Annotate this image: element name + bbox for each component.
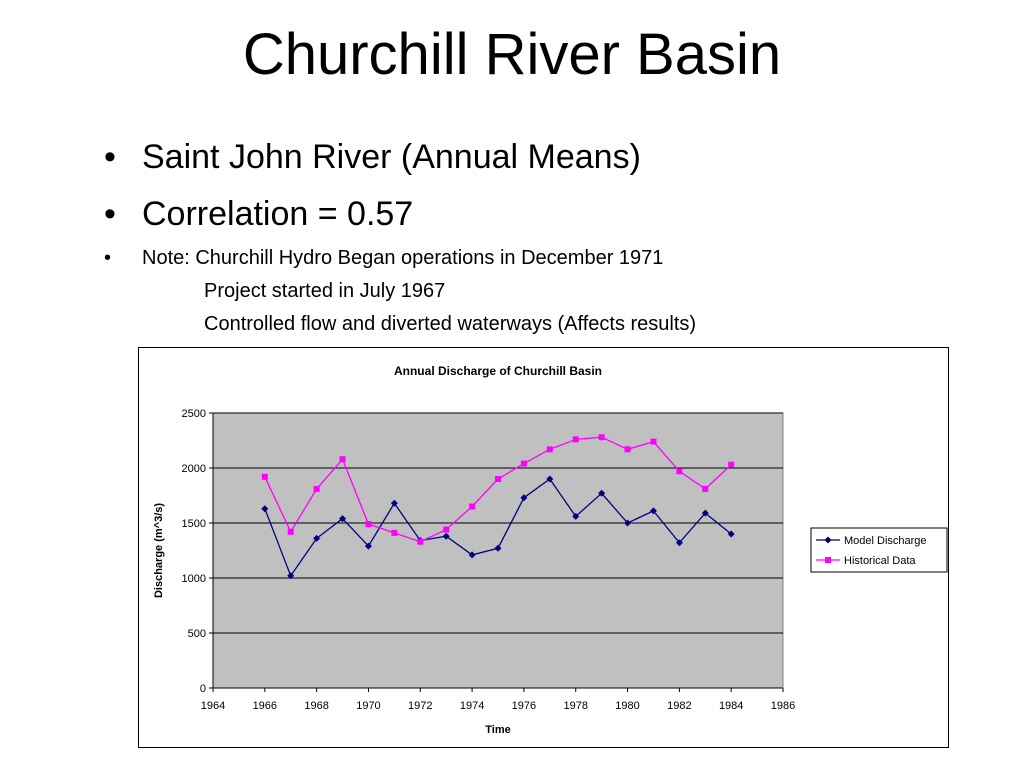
bullet-text: Saint John River (Annual Means) bbox=[142, 138, 641, 176]
y-axis-label: Discharge (m^3/s) bbox=[153, 503, 165, 598]
sub-line: Project started in July 1967 bbox=[204, 280, 446, 302]
legend-label-model-discharge: Model Discharge bbox=[844, 535, 927, 547]
data-point-model-discharge bbox=[339, 515, 347, 523]
data-point-model-discharge bbox=[442, 532, 450, 540]
data-point-model-discharge bbox=[364, 542, 372, 550]
legend-marker-historical-data bbox=[825, 557, 831, 563]
y-tick-label: 2000 bbox=[182, 463, 206, 475]
data-point-model-discharge bbox=[701, 509, 709, 517]
data-point-historical-data bbox=[443, 526, 450, 533]
x-tick-label: 1970 bbox=[356, 700, 380, 712]
x-tick-label: 1966 bbox=[253, 700, 277, 712]
y-tick-label: 1000 bbox=[182, 573, 206, 585]
x-tick-label: 1984 bbox=[719, 700, 743, 712]
data-point-historical-data bbox=[546, 446, 553, 453]
data-point-historical-data bbox=[469, 503, 476, 510]
data-point-historical-data bbox=[391, 529, 398, 536]
data-point-historical-data bbox=[598, 434, 605, 441]
x-axis-label: Time bbox=[485, 724, 510, 736]
data-point-historical-data bbox=[728, 461, 735, 468]
data-point-model-discharge bbox=[649, 507, 657, 515]
legend-box bbox=[810, 527, 948, 573]
x-tick-label: 1980 bbox=[615, 700, 639, 712]
data-point-model-discharge bbox=[727, 530, 735, 538]
data-point-model-discharge bbox=[494, 544, 502, 552]
data-point-historical-data bbox=[650, 438, 657, 445]
data-point-model-discharge bbox=[261, 505, 269, 513]
x-tick-label: 1976 bbox=[512, 700, 536, 712]
data-point-model-discharge bbox=[598, 489, 606, 497]
data-point-model-discharge bbox=[313, 534, 321, 542]
data-point-historical-data bbox=[365, 521, 372, 528]
data-point-historical-data bbox=[287, 528, 294, 535]
bullet-text: Correlation = 0.57 bbox=[142, 195, 414, 233]
x-tick-label: 1982 bbox=[667, 700, 691, 712]
y-tick-label: 1500 bbox=[182, 518, 206, 530]
data-point-historical-data bbox=[417, 538, 424, 545]
data-point-historical-data bbox=[339, 456, 346, 463]
y-tick-label: 0 bbox=[200, 683, 206, 695]
data-point-historical-data bbox=[495, 476, 501, 482]
legend-label-historical-data: Historical Data bbox=[844, 555, 916, 567]
bullet-dot: • bbox=[104, 138, 116, 176]
x-tick-label: 1968 bbox=[304, 700, 328, 712]
y-tick-label: 2500 bbox=[182, 408, 206, 420]
bullet-text: Note: Churchill Hydro Began operations i… bbox=[142, 247, 664, 269]
slide-title: Churchill River Basin bbox=[242, 22, 782, 87]
sub-line: Controlled flow and diverted waterways (… bbox=[204, 313, 697, 335]
data-point-historical-data bbox=[313, 485, 320, 492]
data-point-model-discharge bbox=[572, 512, 580, 520]
x-tick-label: 1972 bbox=[408, 700, 432, 712]
x-tick-label: 1978 bbox=[563, 700, 587, 712]
bullet-dot: • bbox=[104, 247, 112, 269]
data-point-model-discharge bbox=[546, 475, 554, 483]
chart-container: 0 500 1000 1500 2000 2500 1964 1966 1968 1970 1972… bbox=[138, 347, 949, 748]
data-point-historical-data bbox=[520, 460, 527, 467]
data-point-historical-data bbox=[624, 446, 631, 453]
data-point-model-discharge bbox=[390, 499, 398, 507]
data-point-model-discharge bbox=[624, 519, 632, 527]
x-tick-label: 1974 bbox=[460, 700, 484, 712]
data-point-historical-data bbox=[702, 485, 709, 492]
data-point-historical-data bbox=[572, 436, 579, 443]
data-point-model-discharge bbox=[287, 572, 295, 580]
chart-svg: 0 500 1000 1500 2000 2500 1964 1966 1968 1970 1972… bbox=[153, 364, 948, 736]
legend-marker-model-discharge bbox=[824, 536, 832, 544]
y-tick-label: 500 bbox=[188, 628, 206, 640]
data-point-model-discharge bbox=[520, 494, 528, 502]
chart-title: Annual Discharge of Churchill Basin bbox=[394, 364, 602, 378]
data-point-historical-data bbox=[261, 473, 268, 480]
data-point-model-discharge bbox=[675, 539, 683, 547]
data-point-model-discharge bbox=[468, 551, 476, 559]
bullet-dot: • bbox=[104, 195, 116, 233]
x-tick-label: 1964 bbox=[201, 700, 225, 712]
x-tick-label: 1986 bbox=[771, 700, 795, 712]
data-point-historical-data bbox=[676, 468, 683, 475]
